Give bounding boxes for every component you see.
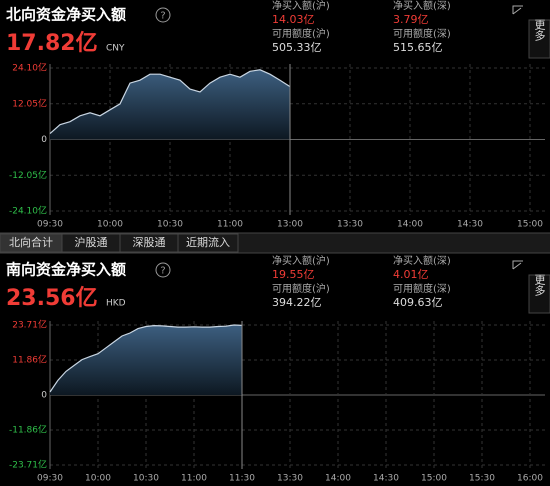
tab-label[interactable]: 沪股通 [75, 235, 108, 249]
y-tick-label: 0 [41, 391, 47, 401]
x-tick-label: 11:00 [181, 474, 207, 484]
side-label[interactable]: 更多 [533, 274, 546, 297]
y-tick-label: -24.10亿 [9, 205, 47, 217]
help-icon[interactable] [155, 262, 171, 278]
help-icon-mark: ? [160, 266, 165, 277]
x-tick-label: 14:30 [457, 220, 483, 230]
total-unit: CNY [106, 44, 125, 54]
x-tick-label: 15:00 [421, 474, 447, 484]
y-tick-label: 23.71亿 [12, 319, 47, 331]
stat-value: 19.55亿 [272, 268, 315, 281]
stat-label: 可用额度(深) [393, 27, 451, 40]
y-tick-label: -11.86亿 [9, 424, 47, 436]
x-tick-label: 14:00 [397, 220, 423, 230]
x-tick-label: 16:00 [517, 474, 543, 484]
total-unit: HKD [106, 299, 126, 309]
y-tick-label: 11.86亿 [12, 353, 47, 365]
x-tick-label: 15:30 [469, 474, 495, 484]
x-tick-label: 13:30 [277, 474, 303, 484]
x-tick-label: 11:30 [229, 474, 255, 484]
help-icon-mark: ? [160, 11, 165, 22]
stat-label: 可用额度(沪) [272, 27, 330, 40]
area-line [49, 69, 291, 135]
x-tick-label: 09:30 [37, 220, 63, 230]
area-fill [50, 325, 242, 395]
panel-title: 北向资金净买入额 [6, 6, 126, 24]
y-tick-label: 12.05亿 [12, 97, 47, 109]
stat-value: 505.33亿 [272, 41, 322, 54]
panel-title: 南向资金净买入额 [6, 261, 126, 279]
area-fill [50, 69, 290, 140]
stat-value: 14.03亿 [272, 13, 315, 26]
stat-label: 可用额度(深) [393, 282, 451, 295]
x-tick-label: 10:00 [85, 474, 111, 484]
expand-icon[interactable] [512, 5, 523, 15]
y-tick-label: -23.71亿 [9, 459, 47, 471]
x-tick-label: 13:30 [337, 220, 363, 230]
tab-label[interactable]: 近期流入 [186, 235, 230, 249]
stat-value: 4.01亿 [393, 268, 429, 281]
stat-value: 3.79亿 [393, 13, 429, 26]
side-button[interactable] [528, 274, 550, 314]
x-tick-label: 10:00 [97, 220, 123, 230]
x-tick-label: 09:30 [37, 474, 63, 484]
stat-label: 净买入额(沪) [272, 254, 330, 267]
stat-label: 净买入额(深) [393, 0, 451, 12]
stat-label: 可用额度(沪) [272, 282, 330, 295]
stat-value: 394.22亿 [272, 296, 322, 309]
side-button[interactable] [528, 19, 550, 59]
x-tick-label: 15:00 [517, 220, 543, 230]
area-line [49, 324, 243, 393]
x-tick-label: 13:00 [277, 220, 303, 230]
x-tick-label: 14:30 [373, 474, 399, 484]
total-value: 23.56亿 [6, 286, 98, 311]
x-tick-label: 14:00 [325, 474, 351, 484]
stat-label: 净买入额(深) [393, 254, 451, 267]
expand-icon[interactable] [512, 260, 523, 270]
stat-value: 409.63亿 [393, 296, 443, 309]
y-tick-label: -12.05亿 [9, 169, 47, 181]
stat-label: 净买入额(沪) [272, 0, 330, 12]
help-icon[interactable] [155, 7, 171, 23]
total-value: 17.82亿 [6, 31, 98, 56]
x-tick-label: 10:30 [133, 474, 159, 484]
x-tick-label: 11:00 [217, 220, 243, 230]
side-label[interactable]: 更多 [533, 19, 546, 42]
x-tick-label: 10:30 [157, 220, 183, 230]
stat-value: 515.65亿 [393, 41, 443, 54]
tab[interactable] [177, 233, 239, 253]
tab-label[interactable]: 北向合计 [9, 235, 53, 249]
y-tick-label: 24.10亿 [12, 62, 47, 74]
tab-label[interactable]: 深股通 [133, 236, 166, 249]
y-tick-label: 0 [41, 135, 47, 145]
